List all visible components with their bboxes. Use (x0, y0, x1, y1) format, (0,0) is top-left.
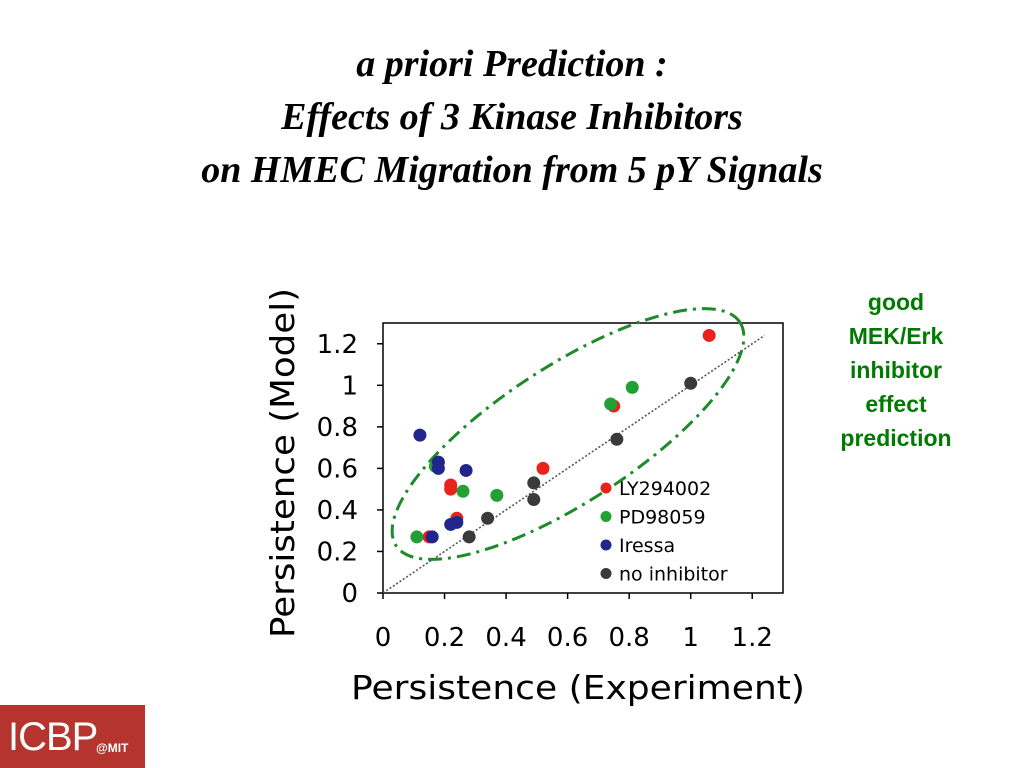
x-tick-label: 0.2 (424, 623, 465, 653)
data-point-no-inhibitor (462, 530, 476, 544)
data-point-no-inhibitor (610, 432, 624, 446)
data-point-pd98059 (490, 488, 504, 502)
y-tick-label: 0.6 (317, 454, 358, 484)
data-point-no-inhibitor (481, 511, 495, 525)
legend-marker (600, 482, 612, 494)
y-tick-label: 1.2 (317, 330, 358, 360)
x-tick-label: 0.6 (547, 623, 588, 653)
data-point-no-inhibitor (684, 376, 698, 390)
annotation-line-2: MEK/Erk (848, 323, 944, 349)
legend-marker (600, 539, 612, 551)
reference-line (382, 334, 765, 594)
y-axis-label: Persistence (Model) (263, 288, 302, 638)
legend-label: PD98059 (619, 507, 706, 529)
data-point-pd98059 (456, 484, 470, 498)
y-tick-label: 0 (341, 579, 358, 609)
x-tick-label: 1.2 (732, 623, 773, 653)
data-point-pd98059 (410, 530, 424, 544)
x-tick-label: 0.8 (608, 623, 649, 653)
data-point-iressa (425, 530, 439, 544)
x-tick-label: 0 (375, 623, 392, 653)
x-tick-label: 1 (682, 623, 699, 653)
y-tick-label: 0.4 (317, 496, 358, 526)
annotation-line-4: effect (865, 391, 927, 417)
legend-label: Iressa (619, 535, 675, 557)
legend-label: LY294002 (619, 478, 711, 500)
data-point-pd98059 (625, 380, 639, 394)
slide-title: a priori Prediction : Effects of 3 Kinas… (0, 38, 1024, 197)
annotation-line-5: prediction (840, 425, 952, 451)
y-tick-label: 0.2 (317, 537, 358, 567)
data-point-iressa (459, 463, 473, 477)
data-point-iressa (450, 515, 464, 529)
data-point-no-inhibitor (527, 493, 541, 507)
title-line-2: Effects of 3 Kinase Inhibitors (281, 96, 743, 138)
legend-marker (600, 568, 612, 579)
legend-label: no inhibitor (619, 564, 728, 586)
highlight-ellipse (390, 307, 746, 561)
data-point-no-inhibitor (527, 476, 541, 490)
data-point-iressa (431, 461, 445, 475)
data-point-pd98059 (604, 397, 618, 411)
logo-sub-text: @MIT (96, 741, 129, 755)
title-line-3: on HMEC Migration from 5 pY Signals (201, 149, 823, 191)
data-point-ly294002 (536, 461, 550, 475)
annotation-text: good MEK/Erk inhibitor effect prediction (818, 285, 974, 455)
legend-marker (600, 511, 612, 522)
logo-main-text: ICBP (8, 715, 98, 759)
y-tick-label: 1 (341, 371, 358, 401)
data-point-ly294002 (702, 328, 716, 342)
x-axis-label: Persistence (Experiment) (351, 668, 805, 707)
data-point-iressa (413, 428, 427, 442)
annotation-line-1: good (867, 289, 925, 315)
data-point-ly294002 (444, 482, 458, 496)
x-tick-label: 0.4 (485, 623, 526, 653)
y-tick-label: 0.8 (317, 413, 358, 443)
icbp-logo: ICBP @MIT (0, 705, 145, 768)
annotation-line-3: inhibitor (850, 357, 942, 383)
title-line-1: a priori Prediction : (356, 43, 668, 85)
